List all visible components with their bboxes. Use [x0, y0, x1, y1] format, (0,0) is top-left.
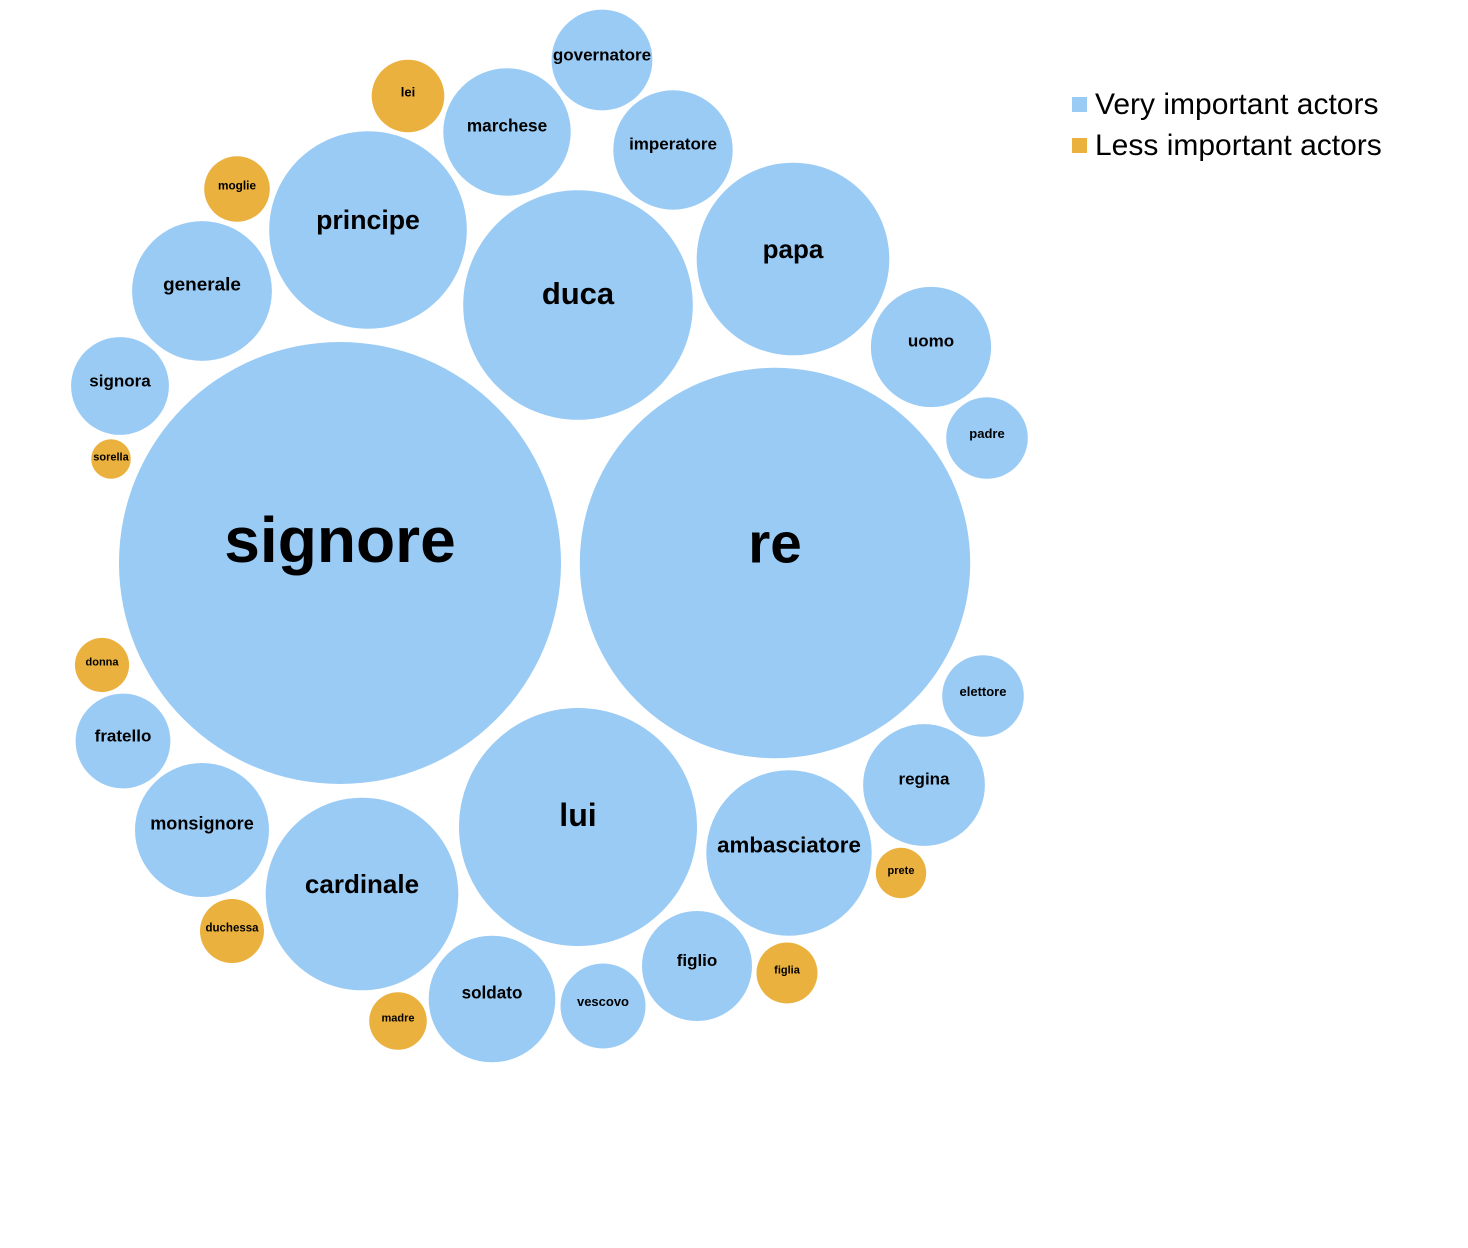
bubble-principe: principe — [269, 131, 467, 329]
bubble-label-vescovo: vescovo — [577, 994, 629, 1009]
bubble-label-uomo: uomo — [908, 332, 954, 351]
bubble-label-papa: papa — [763, 234, 824, 264]
bubble-circle-signore — [119, 342, 561, 784]
bubble-label-duchessa: duchessa — [205, 922, 259, 934]
bubble-circle-imperatore — [613, 90, 733, 210]
bubble-circle-duchessa — [200, 899, 264, 963]
bubble-circle-governatore — [551, 9, 653, 111]
bubble-circle-papa — [696, 162, 890, 356]
bubble-figlio: figlio — [642, 911, 752, 1021]
bubble-label-donna: donna — [86, 657, 120, 669]
bubble-label-lei: lei — [401, 85, 415, 100]
bubble-circle-duca — [463, 190, 693, 420]
bubble-label-signora: signora — [89, 372, 151, 391]
bubble-label-lui: lui — [559, 797, 596, 833]
bubble-label-padre: padre — [969, 426, 1004, 441]
bubble-lui: lui — [459, 708, 697, 946]
bubble-label-figlia: figlia — [774, 965, 801, 977]
bubble-circle-lui — [459, 708, 697, 946]
bubble-moglie: moglie — [204, 156, 270, 222]
legend-label-less-important: Less important actors — [1095, 128, 1382, 162]
bubble-label-governatore: governatore — [553, 45, 651, 64]
bubble-governatore: governatore — [551, 9, 653, 111]
bubble-circle-regina — [863, 724, 985, 846]
bubble-circle-figlio — [642, 911, 752, 1021]
bubble-papa: papa — [696, 162, 890, 356]
bubble-sorella: sorella — [91, 439, 131, 479]
bubble-circle-re — [579, 367, 971, 759]
bubble-label-soldato: soldato — [462, 983, 523, 1002]
bubble-padre: padre — [946, 397, 1028, 479]
bubble-circle-vescovo — [560, 963, 646, 1049]
legend-label-very-important: Very important actors — [1095, 87, 1379, 121]
bubble-label-figlio: figlio — [677, 951, 718, 970]
bubble-label-regina: regina — [898, 770, 950, 789]
bubble-marchese: marchese — [443, 68, 571, 196]
legend-swatch-very-important — [1072, 97, 1087, 112]
bubble-regina: regina — [863, 724, 985, 846]
bubble-uomo: uomo — [870, 286, 992, 408]
bubble-lei: lei — [371, 59, 445, 133]
bubble-label-signore: signore — [224, 504, 456, 576]
bubble-circle-generale — [132, 221, 272, 361]
legend-item-very-important: Very important actors — [1072, 84, 1382, 125]
bubble-label-principe: principe — [316, 205, 420, 235]
bubble-label-ambasciatore: ambasciatore — [717, 832, 861, 857]
bubble-fratello: fratello — [75, 693, 171, 789]
legend: Very important actors Less important act… — [1072, 84, 1382, 166]
bubble-circle-principe — [269, 131, 467, 329]
bubble-imperatore: imperatore — [613, 90, 733, 210]
bubble-label-madre: madre — [381, 1013, 414, 1025]
bubble-signora: signora — [71, 337, 169, 435]
bubble-circle-monsignore — [135, 763, 269, 897]
bubble-vescovo: vescovo — [560, 963, 646, 1049]
legend-item-less-important: Less important actors — [1072, 125, 1382, 166]
bubble-elettore: elettore — [942, 655, 1024, 737]
bubble-label-generale: generale — [163, 274, 241, 295]
bubble-circle-soldato — [428, 935, 556, 1063]
bubble-label-sorella: sorella — [93, 451, 129, 463]
bubble-chart: signore re duca lui papa principe cardinale amb… — [71, 9, 1028, 1063]
bubble-label-prete: prete — [888, 865, 915, 877]
bubble-soldato: soldato — [428, 935, 556, 1063]
bubble-duchessa: duchessa — [200, 899, 264, 963]
bubble-circle-moglie — [204, 156, 270, 222]
bubble-circle-cardinale — [265, 797, 459, 991]
bubble-circle-signora — [71, 337, 169, 435]
bubble-generale: generale — [132, 221, 272, 361]
bubble-monsignore: monsignore — [135, 763, 269, 897]
bubble-circle-madre — [369, 992, 427, 1050]
bubble-ambasciatore: ambasciatore — [706, 770, 872, 936]
bubble-signore: signore — [119, 342, 561, 784]
bubble-figlia: figlia — [756, 942, 818, 1004]
bubble-label-duca: duca — [542, 276, 615, 311]
bubble-label-moglie: moglie — [218, 179, 256, 193]
bubble-circle-sorella — [91, 439, 131, 479]
legend-swatch-less-important — [1072, 138, 1087, 153]
bubble-label-imperatore: imperatore — [629, 135, 717, 154]
bubble-circle-prete — [875, 847, 927, 899]
bubble-circle-lei — [371, 59, 445, 133]
bubble-circle-figlia — [756, 942, 818, 1004]
bubble-circle-elettore — [942, 655, 1024, 737]
bubble-madre: madre — [369, 992, 427, 1050]
bubble-circle-uomo — [870, 286, 992, 408]
bubble-label-re: re — [748, 511, 802, 574]
bubble-re: re — [579, 367, 971, 759]
bubble-donna: donna — [74, 637, 130, 693]
bubble-circle-padre — [946, 397, 1028, 479]
bubble-duca: duca — [463, 190, 693, 420]
bubble-circle-marchese — [443, 68, 571, 196]
bubble-circle-donna — [74, 637, 130, 693]
bubble-label-cardinale: cardinale — [305, 869, 419, 899]
bubble-label-fratello: fratello — [95, 727, 152, 746]
bubble-cardinale: cardinale — [265, 797, 459, 991]
bubble-prete: prete — [875, 847, 927, 899]
bubble-label-monsignore: monsignore — [150, 813, 254, 833]
bubble-label-marchese: marchese — [467, 115, 547, 135]
bubble-circle-ambasciatore — [706, 770, 872, 936]
bubble-label-elettore: elettore — [960, 684, 1007, 699]
bubble-circle-fratello — [75, 693, 171, 789]
